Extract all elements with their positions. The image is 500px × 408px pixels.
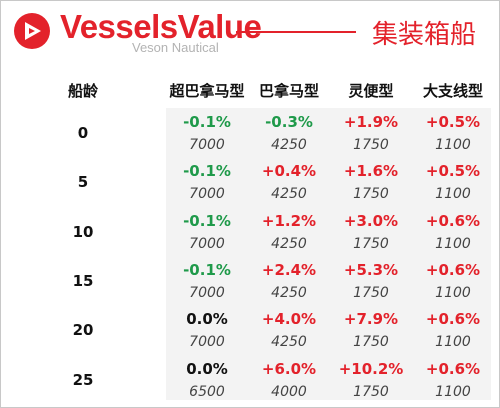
change-percent-cell: -0.1% [183,211,231,230]
change-percent-cell: +0.4% [261,162,317,181]
change-percent-cell: -0.3% [265,113,313,131]
column-header-post-panamax: 超巴拿马型 [169,82,245,100]
change-percent-cell: +10.2% [338,359,404,378]
header-divider [236,31,356,33]
row-age-label: 15 [72,271,94,290]
row-age-label: 10 [72,222,94,241]
page-title: 集装箱船 [372,20,477,50]
table-shaded-area [166,108,491,400]
triangle-play-icon [25,22,41,40]
row-age-label: 25 [72,370,94,389]
value-cell: 4250 [271,235,307,252]
age-column-header: 船龄 [67,82,98,100]
value-cell: 1750 [353,334,389,351]
brand-name: VesselsValue [60,8,262,45]
change-percent-cell: +5.3% [343,260,399,279]
change-percent-cell: +1.9% [343,113,399,131]
value-cell: 1750 [353,383,389,400]
change-percent-cell: 0.0% [186,310,228,329]
change-percent-cell: -0.1% [183,260,231,279]
change-percent-cell: +1.2% [261,211,317,230]
value-cell: 1100 [435,334,471,351]
column-header-feeder: 大支线型 [422,82,483,100]
value-cell: 4250 [271,137,307,153]
change-percent-cell: +7.9% [343,310,399,329]
value-cell: 1100 [435,137,471,153]
value-cell: 4250 [271,284,307,301]
value-cell: 4000 [271,383,307,400]
value-cell: 7000 [189,235,225,252]
change-percent-cell: +0.5% [425,162,481,181]
change-percent-cell: +0.6% [425,211,481,230]
change-percent-cell: +0.5% [425,113,481,131]
value-cell: 7000 [189,186,225,203]
column-header-handy: 灵便型 [348,82,394,100]
value-cell: 1100 [435,186,471,203]
change-percent-cell: +2.4% [261,260,317,279]
change-percent-cell: +3.0% [343,211,399,230]
change-percent-cell: 0.0% [186,359,228,378]
value-cell: 4250 [271,186,307,203]
value-cell: 1750 [353,186,389,203]
vesselsvalue-logo [14,13,50,49]
value-cell: 1100 [435,235,471,252]
change-percent-cell: +0.6% [425,260,481,279]
value-cell: 1100 [435,284,471,301]
column-header-panamax: 巴拿马型 [258,82,319,100]
change-percent-cell: +1.6% [343,162,399,181]
change-percent-cell: +6.0% [261,359,317,378]
row-age-label: 0 [77,124,89,142]
value-cell: 6500 [189,383,225,400]
change-percent-cell: -0.1% [183,162,231,181]
row-age-label: 20 [72,321,94,340]
change-percent-cell: +4.0% [261,310,317,329]
value-cell: 1750 [353,235,389,252]
change-percent-cell: +0.6% [425,359,481,378]
value-cell: 7000 [189,137,225,153]
value-cell: 1750 [353,284,389,301]
value-cell: 1100 [435,383,471,400]
value-cell: 4250 [271,334,307,351]
change-percent-cell: +0.6% [425,310,481,329]
row-age-label: 5 [77,173,89,192]
value-cell: 7000 [189,334,225,351]
value-cell: 7000 [189,284,225,301]
change-percent-cell: -0.1% [183,113,231,131]
value-cell: 1750 [353,137,389,153]
brand-subtitle: Veson Nautical [132,40,219,55]
